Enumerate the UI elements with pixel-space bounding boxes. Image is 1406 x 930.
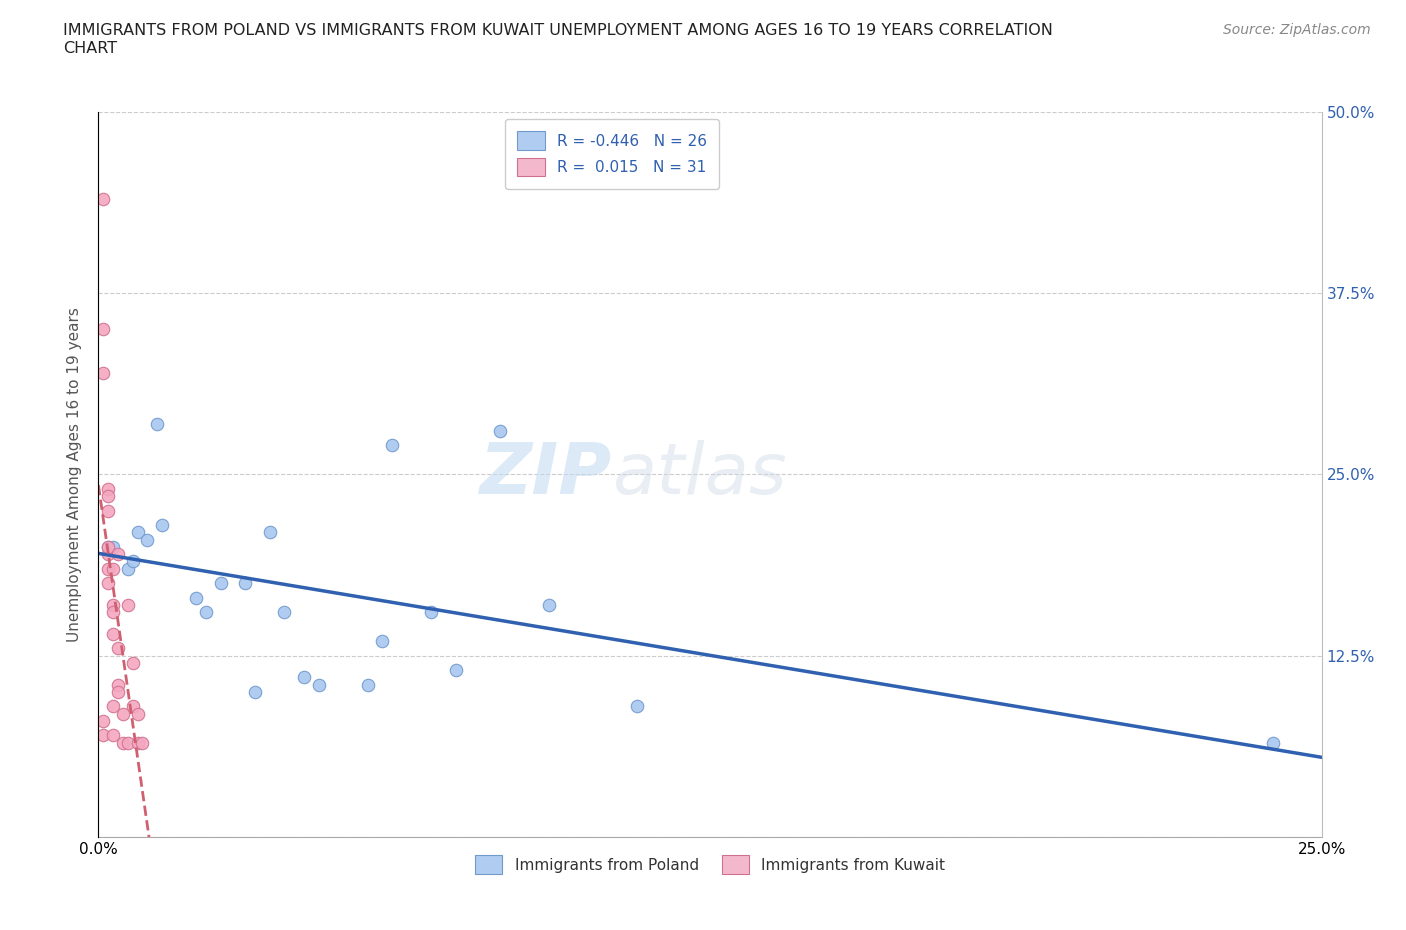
Point bbox=[537, 597, 560, 612]
Point bbox=[186, 591, 208, 605]
Point bbox=[121, 699, 143, 714]
Point bbox=[150, 518, 173, 533]
Point bbox=[131, 736, 153, 751]
Point bbox=[97, 482, 120, 497]
Point bbox=[136, 532, 159, 547]
Point bbox=[97, 576, 120, 591]
Point bbox=[97, 547, 120, 562]
Point bbox=[111, 736, 134, 751]
Point bbox=[127, 736, 149, 751]
Point bbox=[121, 554, 143, 569]
Point bbox=[127, 706, 149, 721]
Legend: Immigrants from Poland, Immigrants from Kuwait: Immigrants from Poland, Immigrants from … bbox=[468, 849, 952, 880]
Point bbox=[209, 576, 232, 591]
Point bbox=[117, 561, 139, 576]
Point bbox=[259, 525, 281, 539]
Point bbox=[371, 633, 394, 648]
Point bbox=[101, 699, 124, 714]
Text: ZIP: ZIP bbox=[479, 440, 612, 509]
Point bbox=[121, 656, 143, 671]
Point bbox=[233, 576, 256, 591]
Point bbox=[356, 677, 378, 692]
Point bbox=[101, 539, 124, 554]
Point bbox=[117, 736, 139, 751]
Point bbox=[107, 684, 129, 699]
Text: Source: ZipAtlas.com: Source: ZipAtlas.com bbox=[1223, 23, 1371, 37]
Point bbox=[111, 706, 134, 721]
Text: atlas: atlas bbox=[612, 440, 787, 509]
Point bbox=[97, 488, 120, 503]
Y-axis label: Unemployment Among Ages 16 to 19 years: Unemployment Among Ages 16 to 19 years bbox=[67, 307, 83, 642]
Point bbox=[488, 423, 510, 438]
Point bbox=[146, 416, 169, 431]
Point bbox=[107, 641, 129, 656]
Point bbox=[101, 728, 124, 743]
Point bbox=[91, 192, 114, 206]
Point bbox=[117, 597, 139, 612]
Point bbox=[101, 604, 124, 619]
Point bbox=[273, 604, 295, 619]
Point bbox=[381, 438, 404, 453]
Point bbox=[107, 677, 129, 692]
Point bbox=[97, 539, 120, 554]
Point bbox=[420, 604, 443, 619]
Point bbox=[97, 561, 120, 576]
Point bbox=[101, 597, 124, 612]
Point bbox=[308, 677, 330, 692]
Point bbox=[1261, 736, 1284, 751]
Point bbox=[91, 365, 114, 380]
Point bbox=[195, 604, 218, 619]
Point bbox=[626, 699, 648, 714]
Point bbox=[91, 322, 114, 337]
Text: IMMIGRANTS FROM POLAND VS IMMIGRANTS FROM KUWAIT UNEMPLOYMENT AMONG AGES 16 TO 1: IMMIGRANTS FROM POLAND VS IMMIGRANTS FRO… bbox=[63, 23, 1053, 56]
Point bbox=[444, 663, 467, 678]
Point bbox=[97, 503, 120, 518]
Point bbox=[91, 713, 114, 728]
Point bbox=[127, 525, 149, 539]
Point bbox=[243, 684, 266, 699]
Point bbox=[91, 728, 114, 743]
Point bbox=[292, 670, 315, 684]
Point bbox=[107, 547, 129, 562]
Point bbox=[97, 539, 120, 554]
Point bbox=[101, 561, 124, 576]
Point bbox=[101, 627, 124, 642]
